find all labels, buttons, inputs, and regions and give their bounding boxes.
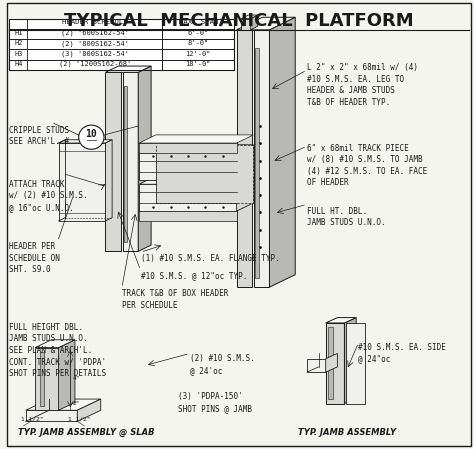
Polygon shape [105,66,151,72]
Polygon shape [326,323,345,404]
Text: 8'-0": 8'-0" [188,40,209,46]
Text: L 2" x 2" x 68mil w/ (4)
#10 S.M.S. EA. LEG TO
HEADER & JAMB STUDS
T&B OF HEADER: L 2" x 2" x 68mil w/ (4) #10 S.M.S. EA. … [307,63,418,107]
Text: 2": 2" [73,401,80,406]
Text: HEADER SCHEDULE: HEADER SCHEDULE [62,18,128,25]
Text: 6" x 68mil TRACK PIECE
w/ (8) #10 S.M.S. TO JAMB
(4) #12 S.M.S. TO EA. FACE
OF H: 6" x 68mil TRACK PIECE w/ (8) #10 S.M.S.… [307,144,427,187]
Text: #10 S.M.S. EA. SIDE
@ 24"oc: #10 S.M.S. EA. SIDE @ 24"oc [358,343,447,364]
Text: H3: H3 [14,51,23,57]
Polygon shape [124,86,128,242]
Text: 4": 4" [73,376,80,382]
Polygon shape [346,323,365,404]
Text: (3) '800S162-54': (3) '800S162-54' [61,50,129,57]
Polygon shape [254,30,269,287]
Polygon shape [123,72,138,251]
Text: (2) '1200S162-68': (2) '1200S162-68' [59,61,131,67]
Polygon shape [59,340,75,410]
Text: MAX. SPAN: MAX. SPAN [179,18,218,25]
Text: (2) '600S162-54': (2) '600S162-54' [61,30,129,36]
Polygon shape [59,143,105,221]
Polygon shape [105,140,112,221]
Text: (1) #10 S.M.S. EA. FLANGE TYP.: (1) #10 S.M.S. EA. FLANGE TYP. [141,254,279,263]
Polygon shape [35,340,75,348]
Text: H2: H2 [14,40,23,46]
Text: TYP. JAMB ASSEMBLY @ SLAB: TYP. JAMB ASSEMBLY @ SLAB [18,428,155,437]
Text: 12'-0": 12'-0" [185,51,211,57]
Text: FULL HEIGHT DBL.
JAMB STUDS U.N.O.
SEE PLAN & ARCH'L.
CONT. TRACK w/ 'PDPA'
SHOT: FULL HEIGHT DBL. JAMB STUDS U.N.O. SEE P… [9,323,107,378]
Text: 10: 10 [85,129,97,139]
Text: H4: H4 [14,61,23,67]
Polygon shape [35,348,59,410]
Polygon shape [139,153,237,180]
Text: TYPICAL  MECHANICAL  PLATFORM: TYPICAL MECHANICAL PLATFORM [64,12,414,30]
Polygon shape [326,317,356,323]
Polygon shape [241,18,251,30]
Text: #10 S.M.S. @ 12"oc TYP.: #10 S.M.S. @ 12"oc TYP. [141,272,247,281]
Text: (2) '800S162-54': (2) '800S162-54' [61,40,129,47]
Polygon shape [139,145,254,153]
Bar [9,18,234,70]
Polygon shape [156,145,254,203]
Polygon shape [237,17,295,30]
Text: (3) 'PDPA-150'
SHOT PINS @ JAMB: (3) 'PDPA-150' SHOT PINS @ JAMB [178,392,252,413]
Polygon shape [77,399,101,422]
Polygon shape [307,359,326,372]
Polygon shape [269,17,295,287]
Polygon shape [328,327,333,399]
Polygon shape [138,66,151,251]
Text: HEADER PER
SCHEDULE ON
SHT. S9.0: HEADER PER SCHEDULE ON SHT. S9.0 [9,242,60,274]
Text: 1 1/2": 1 1/2" [21,417,44,422]
Polygon shape [255,48,259,278]
Polygon shape [326,353,337,372]
Polygon shape [237,30,252,287]
Polygon shape [139,176,254,184]
Text: H1: H1 [14,30,23,36]
Polygon shape [345,317,356,404]
Text: FULL HT. DBL.
JAMB STUDS U.N.O.: FULL HT. DBL. JAMB STUDS U.N.O. [307,207,385,227]
Text: (2) #10 S.M.S.
@ 24'oc: (2) #10 S.M.S. @ 24'oc [190,354,255,375]
Text: 1 1/2": 1 1/2" [68,417,91,422]
Polygon shape [40,352,45,406]
Text: TRACK T&B OF BOX HEADER
PER SCHEDULE: TRACK T&B OF BOX HEADER PER SCHEDULE [122,290,228,310]
Polygon shape [105,72,121,251]
Text: 6'-0": 6'-0" [188,30,209,36]
Polygon shape [139,211,237,221]
Polygon shape [251,15,258,30]
Circle shape [79,125,104,150]
Polygon shape [241,15,258,18]
Text: ATTACH TRACK
w/ (2) #10 S.M.S.
@ 16"oc U.N.O.: ATTACH TRACK w/ (2) #10 S.M.S. @ 16"oc U… [9,180,88,211]
Text: TYP. JAMB ASSEMBLY: TYP. JAMB ASSEMBLY [298,428,396,437]
Polygon shape [59,140,112,143]
Text: CRIPPLE STUDS
SEE ARCH'L. #: CRIPPLE STUDS SEE ARCH'L. # [9,126,70,146]
Polygon shape [237,176,254,211]
Polygon shape [26,410,77,422]
Text: 18'-0": 18'-0" [185,61,211,67]
Polygon shape [139,143,237,153]
Polygon shape [237,145,254,180]
Polygon shape [139,135,254,143]
Polygon shape [26,399,101,410]
Polygon shape [139,184,237,211]
